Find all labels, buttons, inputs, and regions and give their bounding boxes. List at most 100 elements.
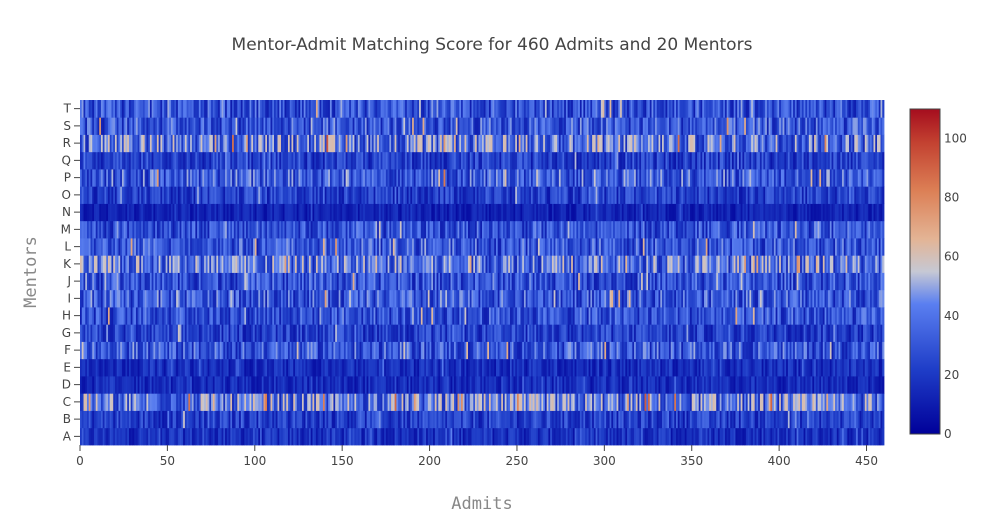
heatmap-cell [405,255,408,273]
heatmap-cell [679,358,682,377]
heatmap-cell [539,272,542,291]
heatmap-cell [735,376,738,394]
heatmap-cell [707,341,710,360]
heatmap-cell [211,289,214,308]
heatmap-cell [639,289,642,308]
heatmap-cell [859,307,862,325]
heatmap-cell [260,410,263,429]
heatmap-cell [714,272,717,291]
heatmap-cell [599,272,602,291]
heatmap-cell [433,272,436,291]
heatmap-cell [249,376,252,394]
heatmap-cell [256,255,259,273]
heatmap-cell [849,393,852,411]
heatmap-cell [710,324,714,342]
heatmap-cell [272,358,275,377]
heatmap-cell [123,255,126,273]
heatmap-cell [801,324,804,342]
heatmap-cell [828,376,831,394]
heatmap-cell [315,427,319,446]
heatmap-cell [777,393,780,411]
heatmap-cell [90,255,93,273]
heatmap-cell [328,427,331,446]
heatmap-cell [163,255,167,273]
heatmap-cell [436,376,439,394]
heatmap-cell [410,272,413,291]
heatmap-cell [401,307,404,325]
heatmap-cell [417,410,420,429]
heatmap-cell [495,341,499,360]
heatmap-cell [177,376,181,394]
heatmap-cell [254,410,257,429]
heatmap-cell [352,410,355,429]
heatmap-cell [644,324,647,342]
heatmap-cell [116,289,119,308]
heatmap-cell [588,341,591,360]
heatmap-cell [207,341,210,360]
heatmap-cell [468,376,471,394]
heatmap-cell [223,289,226,308]
heatmap-cell [866,307,869,325]
heatmap-cell [717,272,721,291]
heatmap-cell [716,393,719,411]
heatmap-cell [191,410,195,429]
heatmap-cell [801,307,804,325]
heatmap-cell [83,376,86,394]
heatmap-cell [768,410,771,429]
heatmap-cell [114,272,118,291]
heatmap-cell [761,307,764,325]
heatmap-cell [239,324,242,342]
heatmap-cell [515,410,518,429]
heatmap-cell [204,341,207,360]
heatmap-cell [696,255,700,273]
heatmap-cell [429,376,432,394]
heatmap-cell [483,255,486,273]
heatmap-cell [627,289,630,308]
heatmap-cell [646,393,649,411]
heatmap-cell [695,358,698,377]
heatmap-cell [592,307,595,325]
heatmap-cell [251,289,254,308]
heatmap-cell [253,427,256,446]
heatmap-cell [877,427,880,446]
heatmap-cell [226,358,229,377]
heatmap-cell [336,324,340,342]
heatmap-cell [871,393,874,411]
heatmap-cell [758,324,761,342]
heatmap-cell [88,410,91,429]
heatmap-cell [733,307,736,325]
heatmap-cell [623,307,626,325]
heatmap-cell [174,393,177,411]
heatmap-cell [784,324,787,342]
heatmap-cell [80,307,83,325]
heatmap-cell [275,341,278,360]
heatmap-cell [821,272,824,291]
heatmap-cell [586,289,590,308]
heatmap-cell [424,255,427,273]
heatmap-cell [426,393,429,411]
heatmap-cell [482,307,485,325]
heatmap-cell [665,307,668,325]
heatmap-cell [660,255,663,273]
heatmap-cell [592,289,595,308]
heatmap-cell [572,341,576,360]
heatmap-cell [219,393,222,411]
heatmap-cell [350,255,354,273]
heatmap-cell [443,376,446,394]
heatmap-cell [230,393,233,411]
heatmap-cell [593,307,597,325]
heatmap-cell [595,255,598,273]
heatmap-cell [420,393,423,411]
heatmap-cell [488,341,492,360]
heatmap-cell [497,341,500,360]
heatmap-cell [641,410,644,429]
heatmap-cell [377,358,380,377]
heatmap-cell [504,358,507,377]
heatmap-cell [120,393,123,411]
heatmap-cell [766,289,770,308]
heatmap-cell [162,272,165,291]
heatmap-cell [246,341,249,360]
heatmap-cell [286,307,289,325]
heatmap-cell [600,341,603,360]
heatmap-cell [628,427,631,446]
